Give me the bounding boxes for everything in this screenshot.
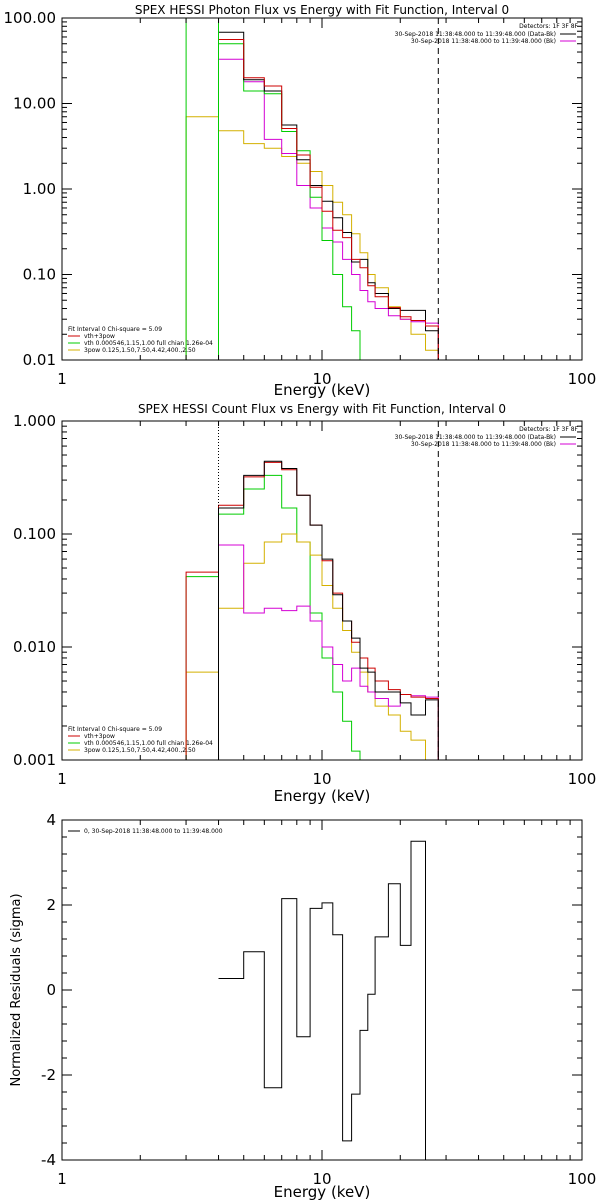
y-tick-label: 100.00 (4, 9, 57, 27)
legend-entry-label: 0, 30-Sep-2018 11:38:48.000 to 11:39:48.… (84, 828, 223, 835)
x-tick-label: 10 (312, 370, 331, 388)
x-tick-label: 10 (312, 1170, 331, 1188)
y-tick-label: -2 (41, 1066, 56, 1084)
y-tick-label: 1.000 (13, 412, 56, 430)
legend-entry-label: 30-Sep-2018 11:38:48.000 to 11:39:48.000… (395, 31, 556, 38)
legend-entry-label: vth 0.000546,1.15,1.00 full chian 1.26e-… (84, 340, 213, 347)
legend-entry-label: vth+3pow (84, 333, 115, 340)
series-line-0 (218, 840, 439, 1161)
series-line-1 (218, 58, 439, 360)
detectors-legend-title: Detectors: 1F 3F 8F (519, 23, 578, 30)
fit-legend-title: Fit Interval 0 Chi-square = 5.09 (68, 326, 162, 333)
series-line-0 (185, 474, 368, 761)
legend-entry-label: 30-Sep-2018 11:38:48.000 to 11:39:48.000… (395, 434, 556, 441)
x-tick-label: 1 (57, 770, 67, 788)
series-line-0 (185, 116, 439, 360)
x-axis-label: Energy (keV) (274, 787, 371, 805)
y-axis-label: Normalized Residuals (sigma) (9, 893, 24, 1086)
x-tick-label: 1 (57, 1170, 67, 1188)
x-tick-label: 100 (568, 370, 597, 388)
x-tick-label: 1 (57, 370, 67, 388)
legend-entry-label: vth+3pow (84, 733, 115, 740)
y-tick-label: 0 (46, 981, 56, 999)
y-tick-label: 0.100 (13, 525, 56, 543)
x-tick-label: 100 (568, 770, 597, 788)
residuals-panel: 1 10 100 Energy (keV) -4 -2 0 2 4 Normalized Resi… (9, 811, 596, 1200)
fit-legend-title: Fit Interval 0 Chi-square = 5.09 (68, 726, 162, 733)
y-tick-label: 10.00 (13, 95, 56, 113)
y-tick-label: 4 (46, 811, 56, 829)
series-line-4 (218, 39, 439, 360)
series-line-1 (185, 533, 439, 761)
series-line-2 (218, 544, 439, 760)
y-tick-label: 1.00 (23, 180, 56, 198)
legend-entry-label: vth 0.000546,1.15,1.00 full chian 1.26e-… (84, 740, 213, 747)
x-tick-label: 100 (568, 1170, 597, 1188)
chart-title: SPEX HESSI Count Flux vs Energy with Fit… (138, 402, 506, 416)
y-tick-label: 0.01 (23, 351, 56, 369)
legend-entry-label: 3pow 0.125,1.50,7.50,4.42,400.,2.50 (84, 347, 196, 354)
legend-entry-label: 3pow 0.125,1.50,7.50,4.42,400.,2.50 (84, 747, 196, 754)
plot-frame (61, 819, 583, 1161)
count-flux-panel: SPEX HESSI Count Flux vs Energy with Fit… (13, 402, 596, 805)
y-tick-label: -4 (41, 1151, 56, 1169)
y-tick-label: 0.010 (13, 638, 56, 656)
y-tick-label: 0.10 (23, 266, 56, 284)
photon-flux-panel: SPEX HESSI Photon Flux vs Energy with Fi… (4, 3, 597, 399)
legend-entry-label: 30-Sep-2018 11:38:48.000 to 11:39:48.000… (411, 441, 556, 448)
series-line-4 (218, 460, 439, 760)
x-axis-label: Energy (keV) (274, 1183, 371, 1200)
legend-entry-label: 30-Sep-2018 11:38:48.000 to 11:39:48.000… (411, 38, 556, 45)
y-tick-label: 0.001 (13, 751, 56, 769)
plot-frame (61, 420, 583, 761)
y-tick-label: 2 (46, 896, 56, 914)
x-axis-label: Energy (keV) (274, 381, 371, 399)
chart-title: SPEX HESSI Photon Flux vs Energy with Fi… (135, 3, 509, 17)
detectors-legend-title: Detectors: 1F 3F 8F (519, 426, 578, 433)
x-tick-label: 10 (312, 770, 331, 788)
